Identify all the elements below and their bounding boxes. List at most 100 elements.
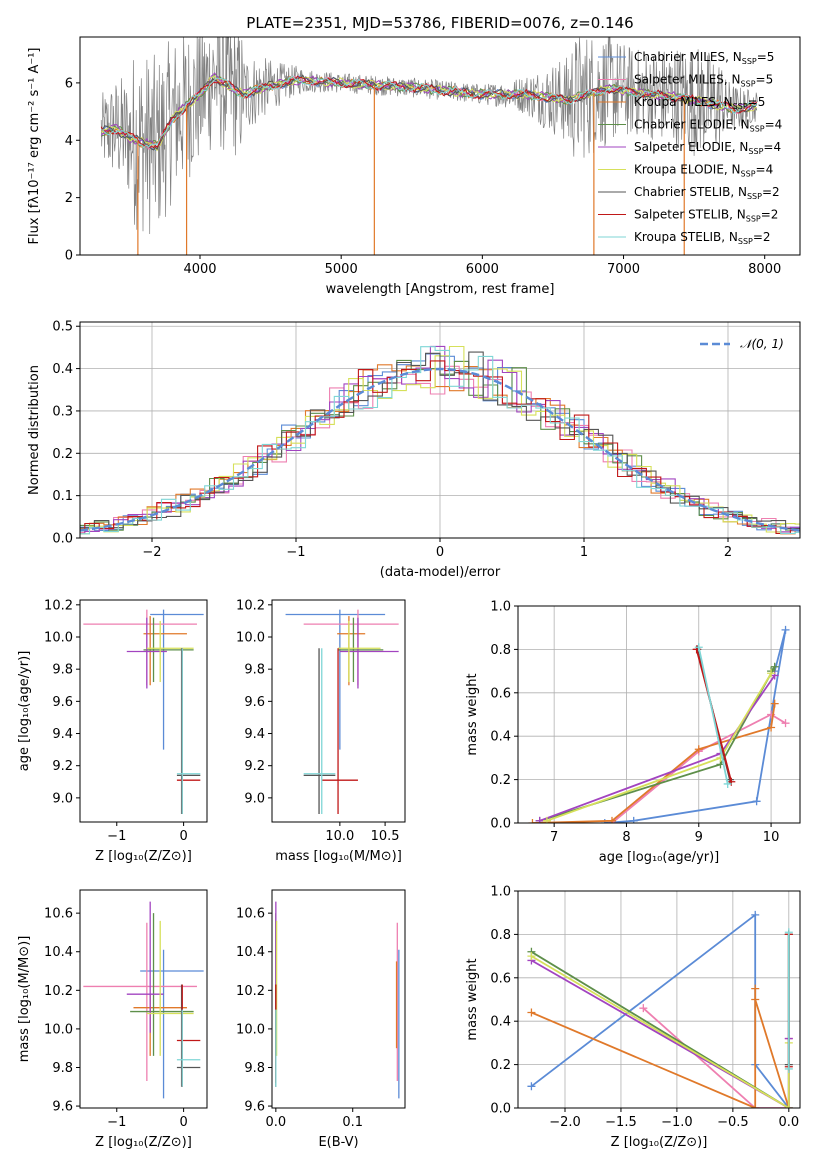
legend-label: 𝒩(0, 1): [740, 337, 784, 351]
y-tick-label: 10.0: [236, 1022, 265, 1037]
age_vs_mass-plot-area: [285, 609, 399, 814]
figure-title: PLATE=2351, MJD=53786, FIBERID=0076, z=0…: [246, 14, 633, 32]
axes-frame: [271, 599, 406, 823]
mass_vs_ebv-plot-area: [275, 901, 400, 1099]
weight_vs_age-plot-area: [528, 625, 790, 823]
y-tick-label: 9.2: [244, 759, 265, 774]
weight_vs_Z-plot-area: [527, 910, 793, 1108]
y-tick-label: 10.4: [44, 945, 73, 960]
axes-frame: [79, 889, 208, 1109]
y-tick-label: 9.0: [52, 791, 73, 806]
residuals-plot-area: [80, 345, 800, 535]
axes-frame: [271, 889, 406, 1109]
x-tick-label: −1: [107, 1115, 126, 1130]
weight-marker: [694, 745, 703, 754]
mass_vs_Z-plot-area: [83, 901, 204, 1099]
weight-marker: [527, 952, 536, 961]
weight-marker: [781, 719, 790, 728]
y-tick-label: 0.6: [490, 686, 511, 701]
weight-marker: [751, 995, 760, 1004]
y-tick-label: 9.6: [52, 695, 73, 710]
y-tick-label: 6: [65, 76, 73, 91]
y-tick-label: 0.4: [490, 1015, 511, 1030]
weight-marker: [694, 643, 703, 652]
x-tick-label: 0: [436, 545, 444, 560]
legend-label-subscript: SSP: [750, 125, 765, 134]
y-tick-label: 9.6: [52, 1100, 73, 1115]
legend-label-value: =5: [748, 95, 766, 109]
x-tick-label: 10.0: [325, 829, 354, 844]
legend-label-value: =2: [753, 230, 771, 244]
y-tick-label: 9.8: [244, 663, 265, 678]
weight-marker: [542, 816, 551, 823]
y-tick-label: 0.8: [490, 643, 511, 658]
y-tick-label: 10.6: [236, 907, 265, 922]
x-tick-label: 4000: [183, 262, 216, 277]
y-tick-label: 9.8: [52, 1061, 73, 1076]
legend-label-text: Kroupa STELIB, N: [634, 230, 738, 244]
y-tick-label: 10.0: [44, 631, 73, 646]
x-axis-label: (data-model)/error: [380, 565, 501, 580]
x-tick-label: −2: [142, 545, 161, 560]
y-tick-label: 9.8: [244, 1061, 265, 1076]
x-tick-label: 5000: [325, 262, 358, 277]
y-tick-label: 0.5: [52, 320, 73, 335]
model-spectrum-line: [101, 75, 758, 149]
legend-label-value: =4: [763, 140, 781, 154]
y-tick-label: 0.3: [52, 404, 73, 419]
y-tick-label: 10.0: [236, 631, 265, 646]
axes-frame: [517, 605, 801, 824]
legend-label-subscript: SSP: [733, 102, 748, 111]
y-tick-label: 0.4: [490, 730, 511, 745]
legend-label: Salpeter ELODIE, NSSP=4: [634, 140, 781, 156]
x-tick-label: 7: [550, 830, 558, 845]
y-tick-label: 10.2: [44, 598, 73, 613]
weight-marker: [716, 753, 725, 762]
legend-label-text: Kroupa MILES, N: [634, 95, 733, 109]
x-tick-label: 6000: [466, 262, 499, 277]
weight-marker: [784, 1104, 793, 1108]
x-tick-label: 8000: [748, 262, 781, 277]
y-tick-label: 1.0: [490, 885, 511, 900]
legend-label-text: Chabrier MILES, N: [634, 50, 742, 64]
x-axis-label: age [log₁₀(age/yr)]: [599, 850, 720, 865]
legend-label-subscript: SSP: [738, 237, 753, 246]
y-axis-label: mass weight: [465, 958, 480, 1040]
y-tick-label: 10.0: [44, 1022, 73, 1037]
weight-marker: [770, 699, 779, 708]
weight_vs_Z-panel: −2.0 −1.5 −1.0 −0.5 0.0 0.0 0.2 0.4 0.6 0.8 1.0 Z […: [465, 885, 801, 1150]
gaussian-curve: [80, 367, 800, 532]
legend-label: Kroupa ELODIE, NSSP=4: [634, 163, 773, 179]
y-tick-label: 0.8: [490, 928, 511, 943]
legend-label-text: Salpeter MILES, N: [634, 73, 741, 87]
x-axis-label: Z [log₁₀(Z/Z⊙)]: [611, 1135, 708, 1150]
x-axis-label: E(B-V): [318, 1135, 358, 1150]
x-tick-label: 10.5: [371, 829, 400, 844]
legend-label: Salpeter MILES, NSSP=5: [634, 73, 773, 89]
weight-marker: [751, 1104, 760, 1108]
spectrum-panel: 4000 5000 6000 7000 8000 0 2 4 6 wavelength [Angs…: [27, 36, 801, 297]
y-tick-label: 0.2: [52, 447, 73, 462]
x-tick-label: 0.1: [342, 1115, 363, 1130]
x-tick-label: 2: [724, 545, 732, 560]
legend-label-value: =4: [756, 163, 774, 177]
legend-label-value: =2: [761, 208, 779, 222]
x-tick-label: 7000: [607, 262, 640, 277]
weight-marker: [723, 779, 732, 788]
age_vs_Z-plot-area: [83, 609, 204, 814]
weight-marker: [751, 984, 760, 993]
weight-marker: [608, 816, 616, 823]
x-tick-label: 9: [695, 830, 703, 845]
y-tick-label: 9.6: [244, 1100, 265, 1115]
y-tick-label: 10.2: [44, 984, 73, 999]
model-spectrum-line: [100, 72, 757, 148]
x-tick-label: −1.5: [605, 1115, 637, 1130]
y-axis-label: mass weight: [465, 673, 480, 755]
weight-marker: [767, 669, 776, 678]
x-axis-label: Z [log₁₀(Z/Z⊙)]: [95, 849, 192, 864]
y-axis-label: Flux [fλ10⁻¹⁷ erg cm⁻² s⁻¹ A⁻¹]: [27, 48, 42, 245]
y-tick-label: 1.0: [490, 600, 511, 615]
axes-frame: [517, 890, 801, 1109]
y-tick-label: 10.2: [236, 598, 265, 613]
mass_vs_Z-panel: −1 0 9.6 9.8 10.0 10.2 10.4 10.6 Z [log₁₀(Z/Z⊙)]…: [17, 889, 208, 1150]
